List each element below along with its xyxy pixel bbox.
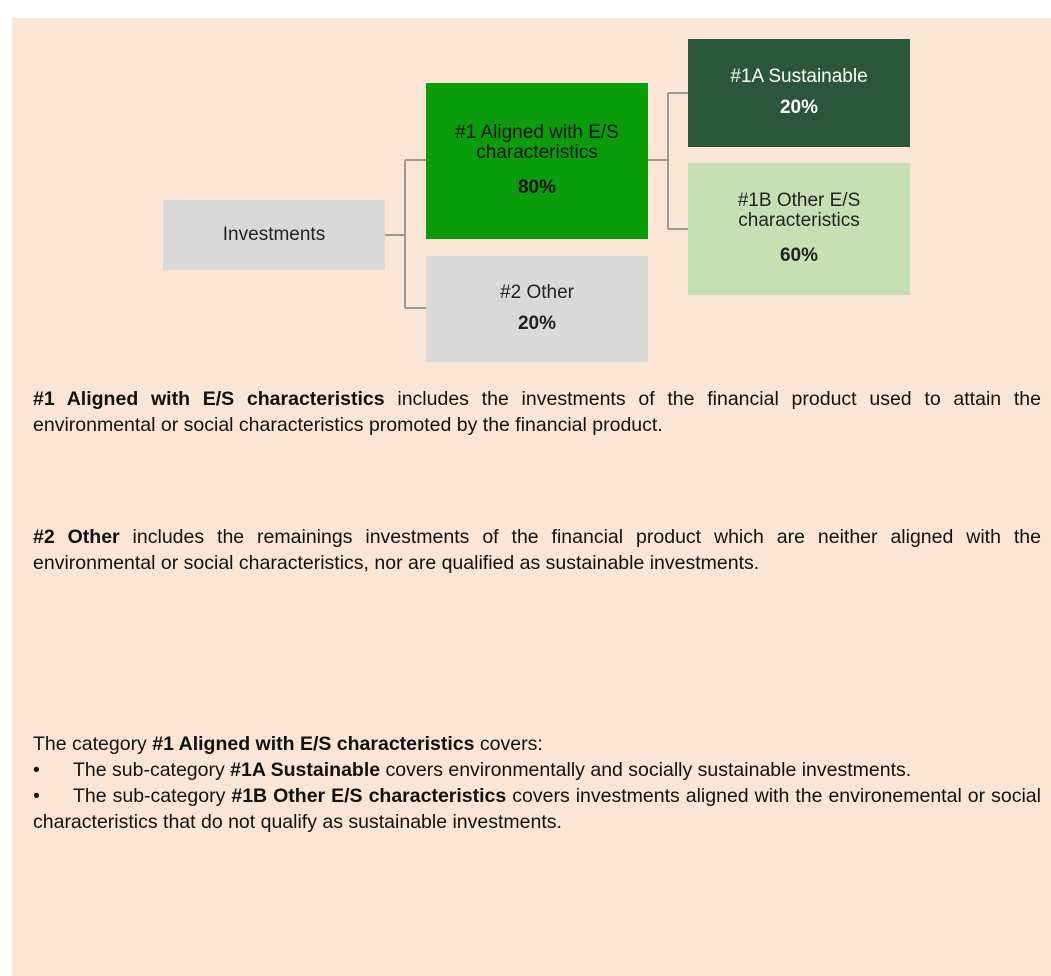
node-other-es: #1B Other E/S characteristics 60%: [688, 163, 910, 295]
text-run: includes the remainings investments of t…: [33, 526, 1041, 574]
node-label: #1B Other E/S characteristics: [737, 190, 861, 231]
paragraph: #2 Other includes the remainings investm…: [33, 524, 1041, 576]
category-intro: The category #1 Aligned with E/S charact…: [33, 731, 1041, 757]
text-run: The sub-category: [73, 785, 232, 807]
text-run: covers:: [474, 733, 543, 755]
node-investments: Investments: [163, 200, 385, 270]
node-label: #2 Other: [500, 282, 574, 303]
node-other: #2 Other 20%: [426, 256, 648, 362]
node-sustainable: #1A Sustainable 20%: [688, 39, 910, 147]
panel: Investments #1 Aligned with E/S characte…: [12, 18, 1051, 976]
paragraph: #1 Aligned with E/S characteristics incl…: [33, 386, 1041, 438]
bullet: • The sub-category #1B Other E/S characte…: [33, 783, 1041, 835]
connector: [648, 92, 688, 230]
text-run: includes the investments of the financia…: [33, 388, 1041, 436]
node-label: Investments: [222, 224, 326, 245]
bold-run: #1 Aligned with E/S characteristics: [152, 733, 475, 755]
bullet-dot: •: [33, 785, 40, 807]
node-value: 80%: [517, 177, 557, 198]
node-value: 60%: [779, 245, 819, 266]
text-run: covers environmentally and socially sust…: [380, 759, 912, 781]
bold-run: #2 Other: [33, 526, 120, 548]
node-value: 20%: [779, 97, 819, 118]
bold-run: #1 Aligned with E/S characteristics: [33, 388, 385, 410]
bullet-dot: •: [33, 759, 40, 781]
text-run: covers investments aligned with the envi…: [33, 785, 1041, 833]
node-label: #1A Sustainable: [730, 66, 868, 87]
bold-run: #1B Other E/S characteristics: [231, 785, 507, 807]
connectors: [385, 92, 688, 309]
bullet: • The sub-category #1A Sustainable covers…: [33, 757, 1041, 783]
bold-run: #1A Sustainable: [230, 759, 381, 781]
text-run: The category: [33, 733, 153, 755]
node-aligned: #1 Aligned with E/S characteristics 80%: [426, 83, 648, 239]
node-label: #1 Aligned with E/S characteristics: [455, 122, 619, 163]
node-value: 20%: [517, 313, 557, 334]
text-run: The sub-category: [73, 759, 231, 781]
connector: [385, 159, 426, 309]
category-section: The category #1 Aligned with E/S charact…: [33, 731, 1041, 835]
